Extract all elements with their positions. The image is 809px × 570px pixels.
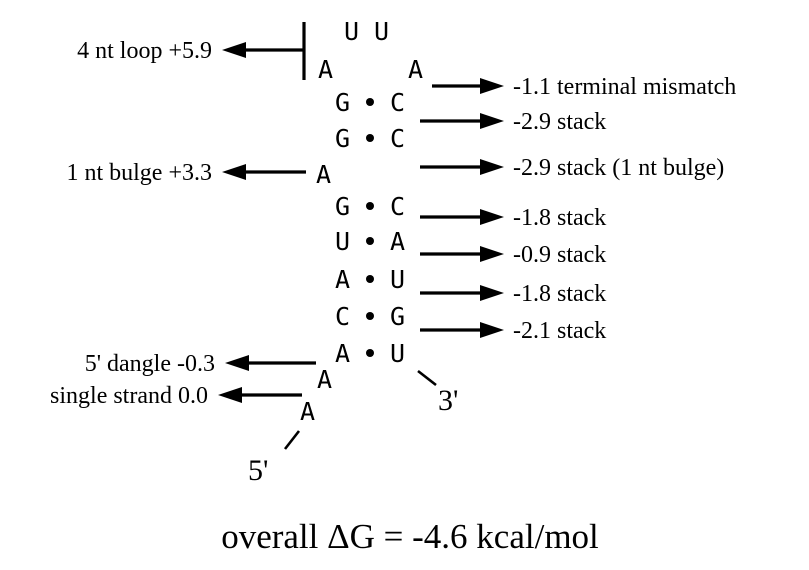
label-stack-2: -1.8 stack: [513, 205, 606, 231]
pair-dot: [366, 349, 374, 357]
svg-text:U: U: [390, 265, 405, 294]
svg-text:C: C: [335, 302, 350, 331]
pair-dot: [366, 237, 374, 245]
stem-pair-2: G C: [335, 124, 405, 153]
bulge-nt: A: [316, 160, 331, 189]
five-prime-connector: [283, 430, 301, 450]
label-single: single strand 0.0: [50, 383, 208, 409]
overall-delta-g: overall ΔG = -4.6 kcal/mol: [221, 517, 599, 556]
stem-pair-1: G C: [335, 88, 405, 117]
arrow-loop: [222, 42, 304, 58]
svg-text:C: C: [390, 88, 405, 117]
svg-text:A: A: [335, 339, 350, 368]
arrow-stack-3: [420, 246, 504, 262]
svg-text:C: C: [390, 192, 405, 221]
svg-text:U: U: [390, 339, 405, 368]
pair-dot: [366, 312, 374, 320]
arrow-terminal-mismatch: [432, 78, 504, 94]
pair-dot: [366, 134, 374, 142]
label-terminal-mismatch: -1.1 terminal mismatch: [513, 74, 736, 100]
label-bulge: 1 nt bulge +3.3: [66, 160, 212, 186]
five-prime-label: 5': [248, 454, 268, 487]
stem-pair-7: A U: [335, 339, 405, 368]
stem-pair-6: C G: [335, 302, 405, 331]
arrow-bulge: [222, 164, 306, 180]
svg-text:U: U: [335, 227, 350, 256]
label-stack-4: -1.8 stack: [513, 281, 606, 307]
arrow-stack-bulge: [420, 159, 504, 175]
label-stack-5: -2.1 stack: [513, 318, 606, 344]
tail-nt-1: A: [317, 365, 332, 394]
pair-dot: [366, 202, 374, 210]
stem-pair-5: A U: [335, 265, 405, 294]
svg-text:G: G: [390, 302, 405, 331]
svg-text:A: A: [335, 265, 350, 294]
svg-text:G: G: [335, 88, 350, 117]
label-dangle: 5' dangle -0.3: [85, 351, 215, 377]
tail-nt-2: A: [300, 397, 315, 426]
svg-text:G: G: [335, 124, 350, 153]
label-stack-1: -2.9 stack: [513, 109, 606, 135]
arrow-dangle: [225, 355, 316, 371]
label-stack-bulge: -2.9 stack (1 nt bulge): [513, 155, 724, 181]
arrow-single: [218, 387, 302, 403]
stem-pair-4: U A: [335, 227, 405, 256]
three-prime-label: 3': [438, 384, 458, 417]
arrow-stack-5: [420, 322, 504, 338]
svg-text:C: C: [390, 124, 405, 153]
arrow-stack-2: [420, 209, 504, 225]
loop-nt-a-left: A: [318, 55, 333, 84]
pair-dot: [366, 98, 374, 106]
pair-dot: [366, 275, 374, 283]
label-loop: 4 nt loop +5.9: [77, 38, 212, 64]
arrow-stack-1: [420, 113, 504, 129]
three-prime-connector: [417, 369, 437, 387]
arrow-stack-4: [420, 285, 504, 301]
loop-nt-a-right: A: [408, 55, 423, 84]
loop-nt-u2: U: [374, 17, 389, 46]
loop-nt-u1: U: [344, 17, 359, 46]
svg-text:A: A: [390, 227, 405, 256]
label-stack-3: -0.9 stack: [513, 242, 606, 268]
stem-pair-3: G C: [335, 192, 405, 221]
svg-text:G: G: [335, 192, 350, 221]
